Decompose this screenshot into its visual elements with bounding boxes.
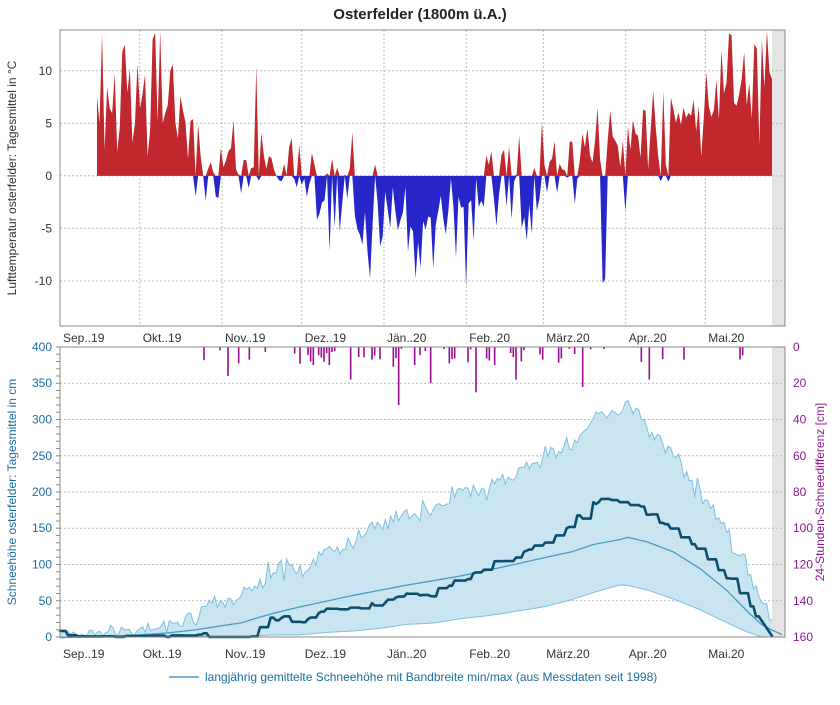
svg-text:5: 5 [45,116,52,130]
svg-text:24-Stunden-Schneedifferenz [cm: 24-Stunden-Schneedifferenz [cm] [813,403,827,582]
svg-text:10: 10 [39,64,53,78]
svg-text:Feb..20: Feb..20 [469,331,510,345]
svg-text:Jän..20: Jän..20 [387,331,427,345]
svg-text:50: 50 [39,594,53,608]
svg-text:80: 80 [793,485,807,499]
svg-text:März.20: März.20 [546,647,590,661]
svg-text:Lufttemperatur osterfelder: Ta: Lufttemperatur osterfelder: Tagesmittel … [5,60,19,295]
svg-text:100: 100 [32,558,52,572]
svg-text:Jän..20: Jän..20 [387,647,427,661]
svg-text:Okt..19: Okt..19 [143,331,182,345]
svg-text:250: 250 [32,449,52,463]
svg-text:150: 150 [32,521,52,535]
svg-text:20: 20 [793,376,807,390]
svg-text:Nov..19: Nov..19 [225,331,266,345]
svg-text:140: 140 [793,594,813,608]
svg-text:400: 400 [32,340,52,354]
svg-text:Apr..20: Apr..20 [629,331,667,345]
svg-text:Schneehöhe osterfelder: Tagesm: Schneehöhe osterfelder: Tagesmittel in c… [5,379,19,606]
svg-text:Dez..19: Dez..19 [305,331,347,345]
svg-text:Feb..20: Feb..20 [469,647,510,661]
svg-text:-5: -5 [41,221,52,235]
svg-text:-10: -10 [35,274,53,288]
svg-text:Sep..19: Sep..19 [63,647,105,661]
svg-text:Okt..19: Okt..19 [143,647,182,661]
svg-text:120: 120 [793,558,813,572]
svg-text:40: 40 [793,413,807,427]
svg-text:100: 100 [793,521,813,535]
svg-text:350: 350 [32,376,52,390]
svg-text:langjährig gemittelte Schneehö: langjährig gemittelte Schneehöhe mit Ban… [205,670,657,684]
svg-text:60: 60 [793,449,807,463]
svg-text:Nov..19: Nov..19 [225,647,266,661]
svg-text:Mai.20: Mai.20 [708,331,744,345]
svg-text:200: 200 [32,485,52,499]
svg-text:300: 300 [32,413,52,427]
svg-text:Sep..19: Sep..19 [63,331,105,345]
svg-text:0: 0 [45,630,52,644]
svg-text:März.20: März.20 [546,331,590,345]
svg-text:160: 160 [793,630,813,644]
svg-text:Apr..20: Apr..20 [629,647,667,661]
svg-text:0: 0 [793,340,800,354]
svg-text:Mai.20: Mai.20 [708,647,744,661]
svg-text:0: 0 [45,169,52,183]
svg-text:Dez..19: Dez..19 [305,647,347,661]
